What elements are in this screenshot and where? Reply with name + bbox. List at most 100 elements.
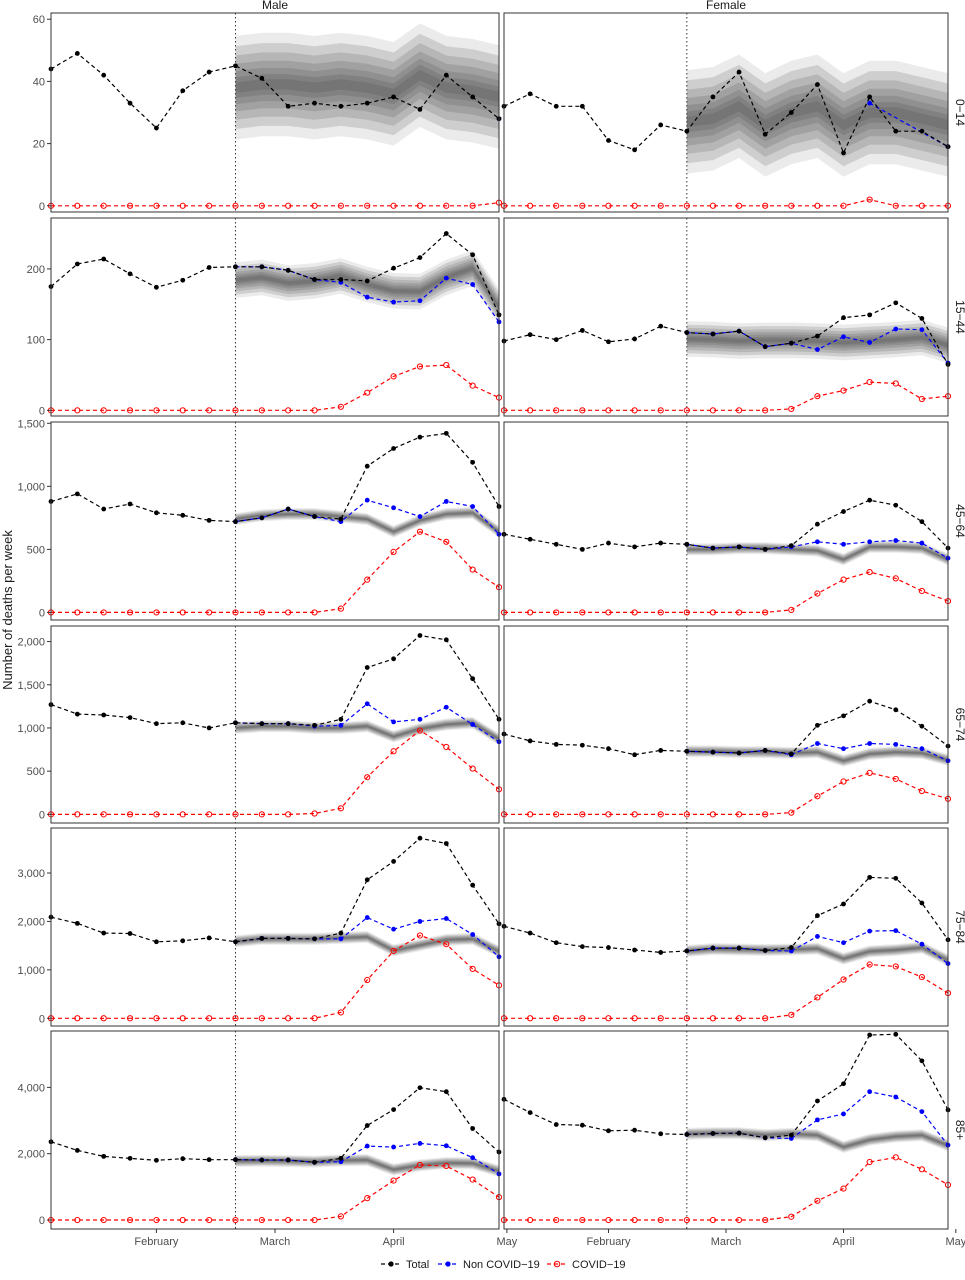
expected-band <box>235 1158 499 1173</box>
covid-point <box>258 811 265 818</box>
covid-point <box>416 1161 424 1169</box>
total-point <box>788 543 794 548</box>
panel-border <box>503 421 949 621</box>
covid-point <box>788 1011 795 1018</box>
facet-panel-female-2 <box>500 421 952 621</box>
total-point <box>527 930 533 936</box>
expected-band <box>686 64 948 167</box>
non-covid-point <box>815 741 820 746</box>
total-point <box>606 339 611 345</box>
covid-point <box>553 407 560 414</box>
expected-band <box>235 508 499 537</box>
expected-band <box>235 510 499 535</box>
total-point <box>312 722 317 728</box>
covid-point <box>285 609 292 616</box>
total-point <box>684 1132 690 1137</box>
covid-line <box>51 1164 500 1221</box>
covid-point <box>840 1185 847 1192</box>
covid-point <box>74 811 81 818</box>
y-tick-label: 1,000 <box>17 965 45 977</box>
non-covid-point <box>788 948 794 954</box>
total-point <box>606 1128 611 1134</box>
total-point <box>259 721 265 727</box>
total-point <box>762 344 768 350</box>
covid-point <box>206 1015 213 1022</box>
expected-band <box>235 254 499 322</box>
panel-border <box>50 217 500 417</box>
covid-point <box>762 1216 769 1224</box>
covid-line <box>51 531 500 614</box>
covid-point <box>840 576 847 583</box>
total-point <box>736 945 742 951</box>
non-covid-point <box>919 540 925 546</box>
total-point <box>579 1122 585 1128</box>
non-covid-point <box>919 1109 925 1114</box>
total-point <box>658 1131 664 1137</box>
expected-band <box>235 931 499 958</box>
expected-band <box>686 82 948 149</box>
expected-band <box>235 64 499 108</box>
non-covid-point <box>841 1111 846 1117</box>
total-point <box>285 103 291 109</box>
covid-point <box>311 1015 318 1022</box>
total-point <box>736 1130 742 1136</box>
total-point <box>736 750 742 756</box>
covid-point <box>683 202 690 209</box>
covid-point <box>657 609 664 616</box>
expected-band <box>235 33 499 139</box>
covid-point <box>631 1015 638 1022</box>
total-point <box>101 930 107 936</box>
facet-panel-female-3 <box>500 625 952 824</box>
expected-band <box>235 510 499 534</box>
total-point <box>391 446 396 451</box>
facet-panel-female-1 <box>500 217 952 417</box>
panel-background <box>504 828 948 1026</box>
covid-point <box>762 202 769 209</box>
non-covid-point <box>443 704 449 710</box>
covid-point <box>443 361 450 369</box>
total-point <box>470 1126 476 1131</box>
facet-panel-female-4 <box>500 827 952 1027</box>
y-tick-label: 2,000 <box>17 1149 45 1161</box>
non-covid-point <box>788 1136 794 1141</box>
non-covid-point <box>919 746 925 752</box>
y-tick-label: 0 <box>39 405 45 417</box>
covid-point <box>631 407 638 414</box>
covid-point <box>762 609 769 616</box>
total-point <box>233 63 238 69</box>
covid-point <box>206 811 213 818</box>
covid-point <box>527 609 534 616</box>
total-line <box>503 302 949 365</box>
total-point <box>470 459 476 465</box>
total-point <box>919 519 925 525</box>
covid-point <box>469 965 476 972</box>
facet-panel-male-2: 0 500 1,000 1,500 <box>17 418 503 621</box>
x-tick-label: February <box>586 1236 631 1248</box>
covid-point <box>337 1213 344 1220</box>
covid-point <box>762 407 769 414</box>
expected-band <box>686 540 948 566</box>
non-covid-point <box>893 1094 899 1100</box>
total-point <box>579 103 585 109</box>
covid-point <box>866 769 873 776</box>
total-point <box>417 434 423 440</box>
covid-point <box>153 407 160 414</box>
covid-point <box>892 202 899 209</box>
covid-point <box>918 974 925 981</box>
non-covid-point <box>470 1155 476 1161</box>
total-point <box>658 950 664 955</box>
total-point <box>206 935 212 941</box>
panel-border <box>503 217 949 417</box>
covid-point <box>840 976 847 983</box>
covid-point <box>683 1216 690 1224</box>
total-point <box>154 721 159 727</box>
covid-point <box>709 1015 717 1022</box>
total-point <box>259 1157 265 1163</box>
covid-point <box>311 407 318 414</box>
expected-band <box>686 941 948 967</box>
total-line <box>50 1087 500 1163</box>
total-point <box>762 1135 768 1141</box>
total-point <box>788 751 794 757</box>
total-point <box>74 1147 80 1153</box>
total-point <box>101 712 107 718</box>
